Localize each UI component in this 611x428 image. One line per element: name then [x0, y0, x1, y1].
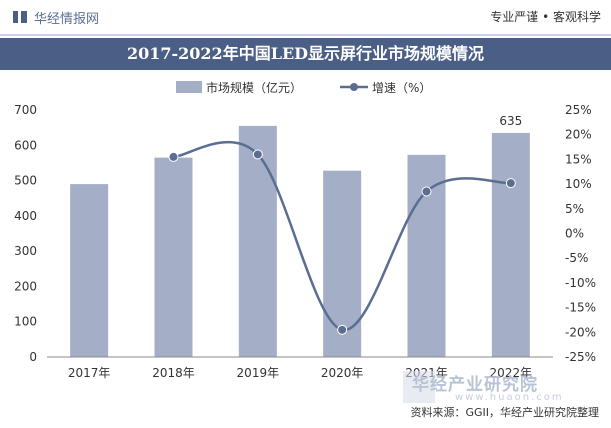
- bar: [70, 184, 109, 357]
- y-left-tick-label: 400: [14, 209, 37, 223]
- x-tick-label: 2022年: [490, 366, 533, 380]
- y-right-tick-label: -25%: [565, 350, 596, 364]
- y-right-tick-label: -20%: [565, 325, 596, 339]
- y-right-tick-label: -15%: [565, 301, 596, 315]
- bar: [407, 154, 446, 357]
- legend-bar-swatch: [176, 81, 202, 93]
- title-bar: [0, 38, 611, 70]
- y-right-tick-label: 20%: [565, 128, 592, 142]
- x-tick-label: 2020年: [321, 366, 364, 380]
- slogan: 专业严谨 • 客观科学: [490, 10, 601, 24]
- data-label: 635: [499, 114, 522, 128]
- legend-line-label: 增速（%）: [372, 81, 431, 95]
- growth-point: [421, 186, 432, 197]
- y-right-tick-label: 0%: [565, 227, 584, 241]
- brand-name: 华经情报网: [34, 12, 100, 27]
- bar: [154, 157, 193, 357]
- watermark-logo-icon: [403, 371, 435, 403]
- y-left-tick-label: 100: [14, 315, 37, 329]
- watermark-name: 华经产业研究院: [412, 375, 538, 395]
- chart-title: 2017-2022年中国LED显示屏行业市场规模情况: [126, 44, 485, 63]
- y-right-tick-label: -10%: [565, 276, 596, 290]
- growth-point: [252, 149, 263, 160]
- growth-point: [168, 151, 179, 162]
- legend-bar-label: 市场规模（亿元）: [206, 80, 302, 95]
- x-tick-label: 2017年: [68, 366, 111, 380]
- source-note: 资料来源：GGII，华经产业研究院整理: [410, 406, 599, 419]
- y-right-tick-label: -5%: [565, 251, 588, 265]
- header-divider: [0, 34, 611, 36]
- growth-point: [505, 178, 516, 189]
- bar: [238, 125, 277, 357]
- y-left-tick-label: 200: [14, 279, 37, 293]
- x-tick-label: 2019年: [237, 366, 280, 380]
- watermark-url: www.huaon.com: [455, 392, 564, 403]
- y-right-tick-label: 15%: [565, 152, 592, 166]
- logo-icon: [13, 11, 27, 23]
- header-bar: 华经情报网 专业严谨 • 客观科学: [0, 0, 611, 34]
- y-left-tick-label: 0: [29, 350, 37, 364]
- y-right-tick-label: 25%: [565, 103, 592, 117]
- y-left-tick-label: 300: [14, 244, 37, 258]
- y-left-tick-label: 600: [14, 138, 37, 152]
- legend-line-marker: [350, 83, 358, 91]
- y-left-tick-label: 500: [14, 174, 37, 188]
- y-right-tick-label: 10%: [565, 177, 592, 191]
- y-left-tick-label: 700: [14, 103, 37, 117]
- y-right-tick-label: 5%: [565, 202, 584, 216]
- growth-point: [337, 324, 348, 335]
- bar: [491, 132, 530, 357]
- x-tick-label: 2018年: [152, 366, 195, 380]
